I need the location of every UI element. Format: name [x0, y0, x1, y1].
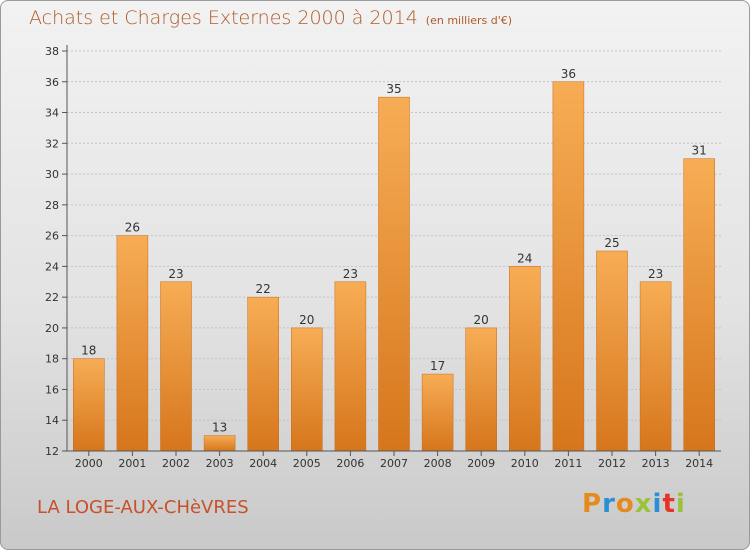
bar-value-label: 17 [430, 359, 445, 373]
logo-letter: o [615, 489, 635, 519]
bar-value-label: 23 [343, 267, 358, 281]
axes [62, 45, 721, 456]
y-tick-label: 30 [45, 168, 59, 181]
logo-letter: t [662, 489, 676, 519]
x-tick-label: 2011 [554, 457, 582, 470]
bar [247, 296, 279, 452]
bar [552, 81, 585, 452]
y-tick-label: 28 [45, 199, 59, 212]
x-tick-label: 2014 [685, 457, 713, 470]
bar-value-label: 26 [125, 221, 140, 235]
bar [683, 158, 715, 452]
y-tick-label: 32 [45, 137, 59, 150]
x-tick-label: 2004 [249, 457, 277, 470]
x-tick-label: 2006 [336, 457, 364, 470]
bar [334, 281, 367, 452]
y-tick-label: 36 [45, 76, 59, 89]
bar-value-label: 13 [212, 421, 227, 435]
bar [160, 281, 192, 452]
x-tick-label: 2010 [511, 457, 539, 470]
logo-letter: x [634, 489, 653, 519]
logo-letter: i [675, 489, 686, 519]
x-tick-label: 2002 [162, 457, 190, 470]
y-tick-label: 34 [45, 107, 59, 120]
bar [639, 281, 672, 452]
bar-value-label: 20 [299, 313, 314, 327]
x-tick-label: 2012 [598, 457, 626, 470]
bar-value-label: 20 [474, 313, 489, 327]
x-tick-label: 2005 [293, 457, 321, 470]
bar-value-label: 23 [168, 267, 183, 281]
x-tick-label: 2000 [75, 457, 103, 470]
bar-value-label: 22 [256, 282, 271, 296]
bar-value-label: 18 [81, 344, 96, 358]
bar-value-label: 25 [604, 236, 619, 250]
chart-title: Achats et Charges Externes 2000 à 2014 (e… [29, 7, 512, 29]
x-tick-label: 2009 [467, 457, 495, 470]
bar [378, 96, 410, 452]
logo-letter: P [582, 489, 603, 519]
bar-value-label: 36 [561, 67, 576, 81]
y-tick-label: 18 [45, 353, 59, 366]
logo-letter: i [652, 489, 663, 519]
x-tick-label: 2001 [118, 457, 146, 470]
y-tick-label: 26 [45, 230, 59, 243]
bar [465, 327, 497, 452]
bar [596, 250, 628, 452]
bar [73, 358, 105, 452]
bar [421, 373, 454, 452]
y-tick-label: 24 [45, 260, 59, 273]
place-name: LA LOGE-AUX-CHèVRES [37, 497, 249, 518]
y-tick-label: 38 [45, 45, 59, 58]
bar-value-label: 31 [692, 144, 707, 158]
bar [291, 327, 323, 452]
y-tick-label: 14 [45, 414, 59, 427]
y-tick-label: 22 [45, 291, 59, 304]
bar-value-label: 24 [517, 251, 532, 265]
x-tick-label: 2013 [642, 457, 670, 470]
bars [73, 81, 715, 452]
bar [509, 266, 541, 452]
x-tick-label: 2008 [424, 457, 452, 470]
y-tick-label: 16 [45, 383, 59, 396]
proxiti-logo: Proxiti [582, 489, 686, 519]
logo-letter: r [602, 489, 616, 519]
chart-title-text: Achats et Charges Externes 2000 à 2014 [29, 7, 418, 29]
chart-unit: (en milliers d'€) [425, 14, 513, 27]
x-tick-label: 2007 [380, 457, 408, 470]
bar [203, 435, 236, 452]
x-tick-label: 2003 [206, 457, 234, 470]
y-tick-label: 20 [45, 322, 59, 335]
labels: 12 14 16 18 20 22 24 26 28 30 32 34 36 38 18 2000 26 2001… [45, 45, 713, 470]
y-tick-label: 12 [45, 445, 59, 458]
bar [116, 235, 149, 452]
bar-value-label: 23 [648, 267, 663, 281]
bar-value-label: 35 [386, 82, 401, 96]
